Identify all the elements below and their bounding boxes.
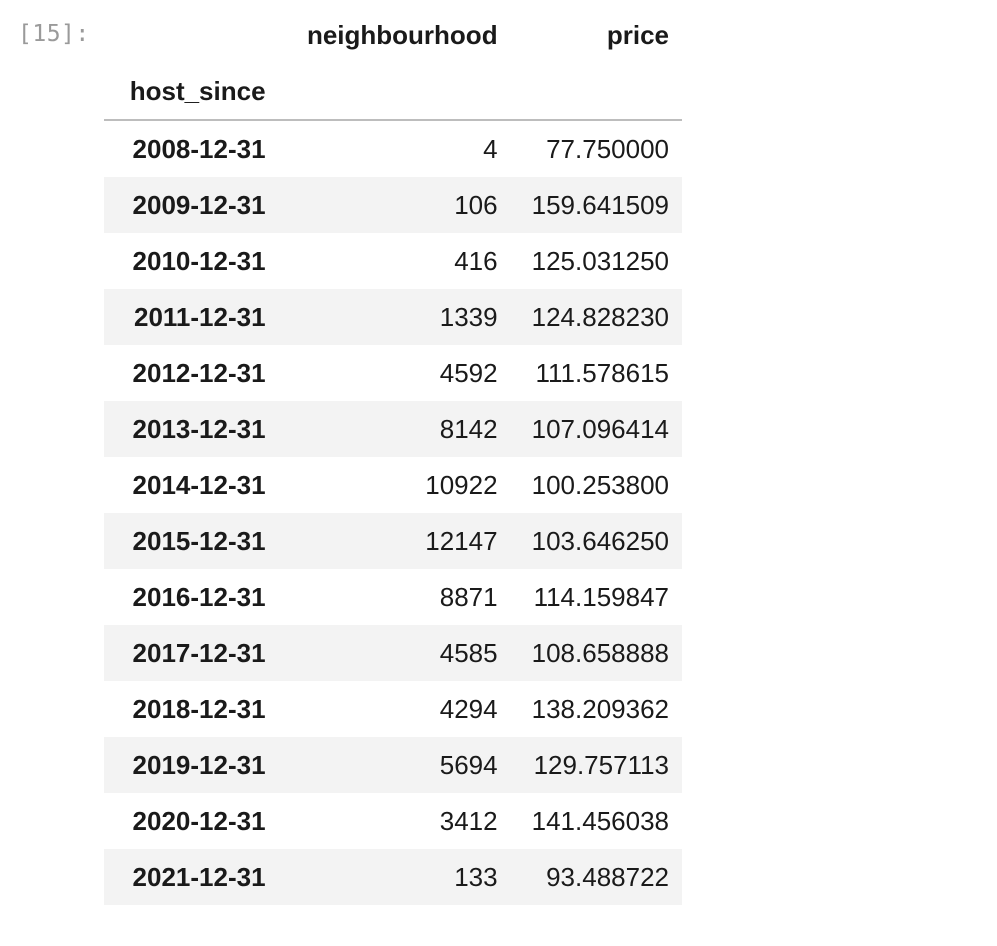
- column-header-price: price: [606, 19, 669, 50]
- row-index-cell: 2017-12-31: [132, 637, 266, 668]
- table-header: neighbourhood price host_since: [104, 7, 682, 120]
- column-header-row: neighbourhood price: [104, 7, 682, 63]
- table-row: 2019-12-31 5694 129.757113: [104, 737, 682, 793]
- neighbourhood-cell: 3412: [439, 805, 498, 836]
- table-row: 2012-12-31 4592 111.578615: [104, 345, 682, 401]
- price-cell: 114.159847: [533, 581, 669, 612]
- neighbourhood-cell: 416: [454, 245, 498, 276]
- row-index-cell: 2014-12-31: [132, 469, 266, 500]
- row-index-cell: 2009-12-31: [132, 189, 266, 220]
- neighbourhood-cell: 106: [454, 189, 498, 220]
- table-row: 2011-12-31 1339 124.828230: [104, 289, 682, 345]
- row-index-cell: 2011-12-31: [133, 301, 266, 332]
- index-name-header: host_since: [129, 75, 266, 106]
- column-header-neighbourhood: neighbourhood: [306, 19, 498, 50]
- price-cell: 141.456038: [531, 805, 669, 836]
- price-cell: 103.646250: [531, 525, 669, 556]
- cell-execution-count: [15]:: [18, 21, 90, 47]
- price-cell: 129.757113: [533, 749, 669, 780]
- neighbourhood-cell: 5694: [439, 749, 498, 780]
- price-cell: 108.658888: [531, 637, 669, 668]
- table-row: 2010-12-31 416 125.031250: [104, 233, 682, 289]
- row-index-cell: 2021-12-31: [132, 861, 266, 892]
- row-index-cell: 2015-12-31: [132, 525, 266, 556]
- neighbourhood-cell: 10922: [425, 469, 498, 500]
- row-index-cell: 2020-12-31: [132, 805, 266, 836]
- dataframe-table: neighbourhood price host_since 2008-12-3…: [104, 7, 682, 905]
- row-index-cell: 2019-12-31: [132, 749, 266, 780]
- price-cell: 125.031250: [531, 245, 669, 276]
- row-index-cell: 2016-12-31: [132, 581, 266, 612]
- row-index-cell: 2010-12-31: [132, 245, 266, 276]
- index-name-row: host_since: [104, 63, 682, 120]
- price-cell: 77.750000: [546, 133, 669, 164]
- price-cell: 107.096414: [531, 413, 669, 444]
- neighbourhood-cell: 4: [483, 133, 498, 164]
- neighbourhood-cell: 8142: [439, 413, 498, 444]
- table-row: 2018-12-31 4294 138.209362: [104, 681, 682, 737]
- neighbourhood-cell: 4294: [439, 693, 498, 724]
- table-row: 2014-12-31 10922 100.253800: [104, 457, 682, 513]
- neighbourhood-cell: 4592: [439, 357, 498, 388]
- price-cell: 138.209362: [531, 693, 669, 724]
- table-row: 2015-12-31 12147 103.646250: [104, 513, 682, 569]
- row-index-cell: 2008-12-31: [132, 133, 266, 164]
- table-row: 2020-12-31 3412 141.456038: [104, 793, 682, 849]
- table-row: 2009-12-31 106 159.641509: [104, 177, 682, 233]
- table-row: 2008-12-31 4 77.750000: [104, 120, 682, 177]
- price-cell: 93.488722: [546, 861, 669, 892]
- table-row: 2021-12-31 133 93.488722: [104, 849, 682, 905]
- row-index-cell: 2013-12-31: [132, 413, 266, 444]
- neighbourhood-cell: 12147: [425, 525, 498, 556]
- table-row: 2017-12-31 4585 108.658888: [104, 625, 682, 681]
- table-body: 2008-12-31 4 77.750000 2009-12-31 106 15…: [104, 120, 682, 905]
- price-cell: 111.578615: [535, 357, 669, 388]
- neighbourhood-cell: 4585: [439, 637, 498, 668]
- neighbourhood-cell: 1339: [439, 301, 498, 332]
- row-index-cell: 2012-12-31: [132, 357, 266, 388]
- index-name-blank-cell: [511, 63, 682, 120]
- neighbourhood-cell: 133: [454, 861, 498, 892]
- row-index-cell: 2018-12-31: [132, 693, 266, 724]
- price-cell: 159.641509: [531, 189, 669, 220]
- header-blank-cell: [104, 7, 279, 63]
- table-row: 2013-12-31 8142 107.096414: [104, 401, 682, 457]
- neighbourhood-cell: 8871: [439, 581, 498, 612]
- table-row: 2016-12-31 8871 114.159847: [104, 569, 682, 625]
- price-cell: 100.253800: [531, 469, 669, 500]
- index-name-blank-cell: [279, 63, 511, 120]
- price-cell: 124.828230: [531, 301, 669, 332]
